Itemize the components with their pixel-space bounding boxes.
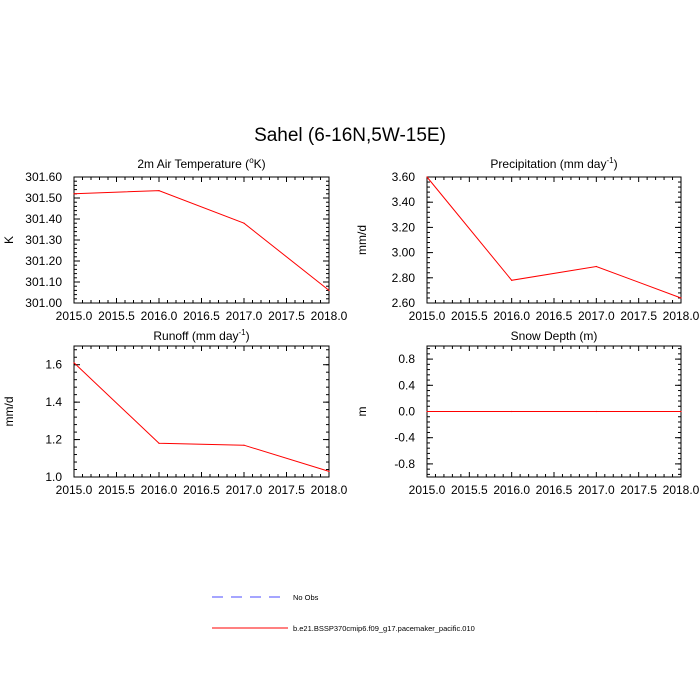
panel-snow: Snow Depth (m) 2015.0 2015.5 2016.0 2016.5 20… xyxy=(355,329,700,497)
x-tick-label: 2018.0 xyxy=(663,483,700,497)
x-tick-label: 2016.0 xyxy=(141,483,178,497)
x-tick-label: 2015.5 xyxy=(451,483,488,497)
y-tick-label: -0.8 xyxy=(394,457,415,471)
y-tick-label: 1.4 xyxy=(45,395,62,409)
legend-label: b.e21.BSSP370cmip6.f09_g17.pacemaker_pac… xyxy=(293,624,475,633)
y-tick-label: 3.40 xyxy=(392,195,416,209)
x-tick-label: 2015.0 xyxy=(56,483,93,497)
y-tick-label: 301.30 xyxy=(25,233,62,247)
data-point xyxy=(73,193,75,195)
y-axis-label: K xyxy=(2,236,16,244)
plot-frame xyxy=(73,345,330,478)
x-tick-label: 2015.0 xyxy=(409,483,446,497)
y-tick-label: 2.80 xyxy=(392,271,416,285)
y-tick-label: 0.4 xyxy=(398,378,415,392)
y-tick-label: -0.4 xyxy=(394,431,415,445)
y-tick-label: 301.20 xyxy=(25,254,62,268)
data-point xyxy=(511,279,513,281)
x-tick-label: 2016.5 xyxy=(536,483,573,497)
panel-temp: 2m Air Temperature (oK) 2015.0 2015.5 2016.… xyxy=(2,156,348,323)
y-tick-label: 1.2 xyxy=(45,433,62,447)
data-point xyxy=(595,410,597,413)
x-tick-label: 2016.5 xyxy=(536,309,573,323)
panel-title: Precipitation (mm day-1) xyxy=(490,156,617,171)
x-tick-label: 2016.5 xyxy=(183,309,220,323)
y-axis-label: mm/d xyxy=(355,225,369,255)
x-tick-label: 2015.5 xyxy=(451,309,488,323)
x-tick-label: 2018.0 xyxy=(663,309,700,323)
panel-runoff: Runoff (mm day-1) 2015.0 2015.5 2016.0 2016.… xyxy=(2,328,348,497)
y-tick-label: 301.00 xyxy=(25,296,62,310)
x-tick-label: 2016.0 xyxy=(141,309,178,323)
y-tick-label: 1.6 xyxy=(45,358,62,372)
data-point xyxy=(328,470,330,472)
data-point xyxy=(73,362,75,364)
panel-precip: Precipitation (mm day-1) 2015.0 2015.5 2016… xyxy=(355,156,700,323)
panel-title: 2m Air Temperature (oK) xyxy=(137,156,265,171)
legend-label: No Obs xyxy=(293,593,319,602)
data-point xyxy=(158,442,160,444)
data-point xyxy=(328,289,330,291)
x-tick-label: 2017.5 xyxy=(268,309,305,323)
y-tick-label: 301.10 xyxy=(25,275,62,289)
x-tick-label: 2017.0 xyxy=(578,309,615,323)
data-point xyxy=(511,410,513,413)
plot-frame xyxy=(73,176,330,304)
data-point xyxy=(680,410,682,413)
y-axis-label: m xyxy=(355,407,369,417)
data-point xyxy=(680,297,682,299)
y-tick-label: 3.20 xyxy=(392,220,416,234)
legend: No Obs b.e21.BSSP370cmip6.f09_g17.pacemak… xyxy=(212,593,475,633)
panel-title: Runoff (mm day-1) xyxy=(153,328,249,343)
y-tick-label: 0.8 xyxy=(398,352,415,366)
x-tick-label: 2018.0 xyxy=(311,483,348,497)
x-tick-label: 2017.5 xyxy=(268,483,305,497)
series-line xyxy=(426,176,682,299)
x-tick-label: 2018.0 xyxy=(311,309,348,323)
panel-title: Snow Depth (m) xyxy=(511,329,598,343)
y-tick-label: 3.00 xyxy=(392,246,416,260)
figure-title: Sahel (6-16N,5W-15E) xyxy=(254,125,446,146)
series-line xyxy=(73,362,330,472)
x-tick-label: 2015.5 xyxy=(98,483,135,497)
data-point xyxy=(595,265,597,268)
y-tick-label: 2.60 xyxy=(392,296,416,310)
x-tick-label: 2017.0 xyxy=(226,309,263,323)
y-tick-label: 301.40 xyxy=(25,212,62,226)
data-point xyxy=(158,190,160,192)
x-tick-label: 2015.0 xyxy=(56,309,93,323)
y-tick-label: 301.60 xyxy=(25,170,62,184)
x-tick-label: 2015.0 xyxy=(409,309,446,323)
x-tick-label: 2016.5 xyxy=(183,483,220,497)
y-axis-label: mm/d xyxy=(2,397,16,427)
y-tick-label: 0.0 xyxy=(398,405,415,419)
x-tick-label: 2017.0 xyxy=(578,483,615,497)
legend-item: No Obs xyxy=(212,593,319,602)
data-point xyxy=(243,222,245,224)
y-tick-label: 301.50 xyxy=(25,191,62,205)
legend-item: b.e21.BSSP370cmip6.f09_g17.pacemaker_pac… xyxy=(212,624,475,633)
data-point xyxy=(426,410,428,413)
panels-group: 2m Air Temperature (oK) 2015.0 2015.5 2016.… xyxy=(2,156,700,497)
x-tick-label: 2016.0 xyxy=(493,309,530,323)
x-tick-label: 2017.0 xyxy=(226,483,263,497)
y-tick-label: 1.0 xyxy=(45,470,62,484)
data-point xyxy=(426,176,428,178)
x-tick-label: 2017.5 xyxy=(620,483,657,497)
y-tick-label: 3.60 xyxy=(392,170,416,184)
x-tick-label: 2016.0 xyxy=(493,483,530,497)
data-point xyxy=(243,444,245,446)
x-tick-label: 2017.5 xyxy=(620,309,657,323)
series-line xyxy=(73,190,330,291)
x-tick-label: 2015.5 xyxy=(98,309,135,323)
